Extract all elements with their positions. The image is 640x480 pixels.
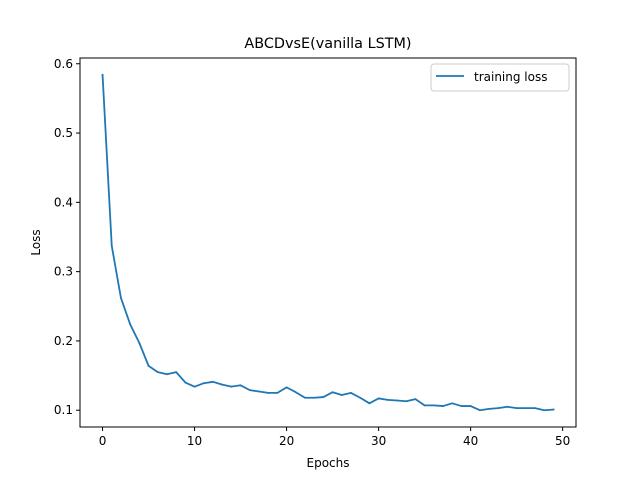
data-point [101,73,104,76]
series-points [101,73,555,412]
data-point [432,404,435,407]
data-point [396,399,398,402]
data-point [285,386,288,389]
y-tick-label: 0.3 [54,265,73,279]
data-point [460,405,463,407]
x-axis-ticks: 0 10 20 30 40 50 [99,427,570,448]
y-tick-label: 0.2 [54,334,73,348]
data-point [120,297,122,299]
data-point [386,398,389,401]
data-point [552,408,555,411]
data-point [166,373,168,376]
data-point [377,397,380,400]
x-tick-label: 40 [463,434,478,448]
legend: training loss [430,63,570,92]
y-axis-ticks: 0.1 0.2 0.3 0.4 0.5 0.6 [54,57,80,417]
data-point [524,407,527,410]
data-point [331,391,334,394]
data-point [294,391,297,394]
x-tick-label: 30 [371,434,386,448]
data-point [368,402,371,405]
y-tick-label: 0.1 [54,403,73,417]
data-point [193,385,196,388]
x-tick-label: 10 [187,434,202,448]
data-point [212,380,214,383]
y-tick-label: 0.6 [54,57,73,71]
y-axis-label: Loss [29,229,43,255]
data-point [414,398,417,401]
legend-label-training-loss: training loss [474,70,547,84]
data-point [313,396,316,399]
data-point [156,371,159,374]
data-point [110,245,113,247]
data-point [138,342,141,344]
data-point [506,405,509,408]
data-point [221,383,224,386]
data-point [340,394,343,396]
series-line-training-loss [101,73,555,412]
data-point [248,389,251,392]
data-point [478,409,481,412]
data-point [534,407,536,410]
data-point [488,407,490,410]
y-tick-label: 0.5 [54,126,73,140]
data-point [147,364,150,367]
data-point [469,405,472,407]
data-point [129,323,132,326]
x-tick-label: 0 [99,434,107,448]
data-point [239,384,242,387]
data-point [184,381,187,384]
x-axis-label: Epochs [307,456,350,470]
data-point [175,371,178,374]
data-point [350,392,352,394]
data-point [276,392,279,394]
data-point [543,409,546,412]
data-point [258,390,260,393]
data-point [202,382,205,385]
data-point [497,407,500,410]
plot-area-frame [79,57,577,428]
data-point [359,396,362,399]
data-point [515,407,518,410]
data-point [451,402,454,405]
data-point [304,396,306,399]
data-point [230,385,233,388]
data-point [322,396,325,398]
y-tick-label: 0.4 [54,195,73,209]
x-tick-label: 50 [555,434,570,448]
chart-title: ABCDvsE(vanilla LSTM) [244,36,411,52]
x-tick-label: 20 [279,434,294,448]
data-point [267,392,270,394]
data-point [405,400,408,403]
legend-box [430,63,570,92]
data-point [423,404,426,407]
data-point [442,405,444,407]
